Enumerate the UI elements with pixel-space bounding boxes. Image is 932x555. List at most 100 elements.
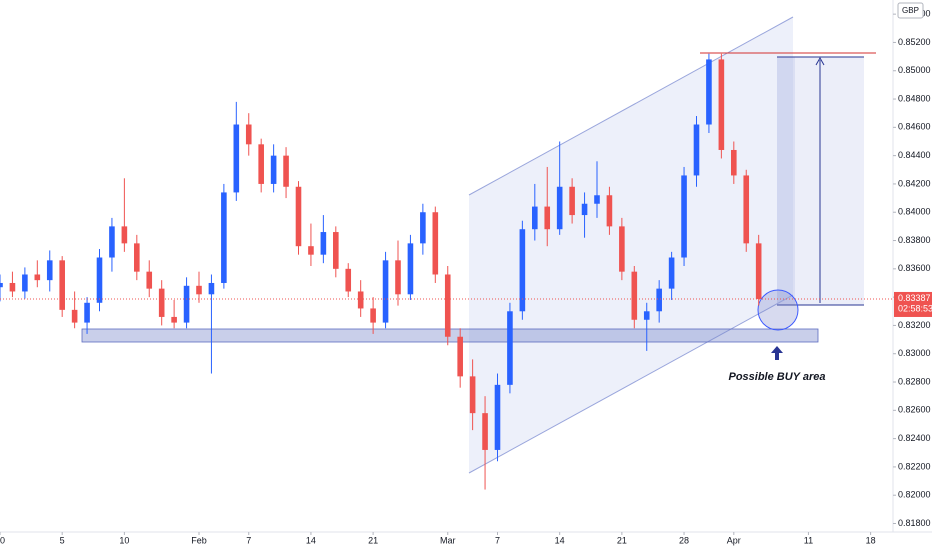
candle-body <box>295 186 302 247</box>
candle-body <box>693 124 700 176</box>
last-price-label: 0.83387 <box>898 293 931 303</box>
candle-body <box>121 226 128 244</box>
candle-body <box>532 206 538 230</box>
countdown: 02:58:53 <box>898 303 932 313</box>
x-tick-label: Mar <box>440 535 456 545</box>
buy-circle <box>757 289 799 331</box>
candle-body <box>333 232 339 269</box>
x-tick-label: 18 <box>866 535 876 545</box>
y-tick-label: 0.83800 <box>898 235 931 245</box>
candle-body <box>519 229 526 312</box>
candle-body <box>370 308 376 323</box>
candle-body <box>395 260 401 295</box>
currency: GBP <box>902 6 919 15</box>
x-tick-label: Apr <box>727 535 741 545</box>
candle-body <box>22 274 28 292</box>
x-tick-label: Feb <box>191 535 207 545</box>
candle-body <box>731 149 737 176</box>
candle-body <box>59 260 65 310</box>
candle-body <box>569 186 575 216</box>
candle-body <box>681 175 687 258</box>
candle-body <box>507 311 513 385</box>
x-tick-label: 21 <box>368 535 378 545</box>
candle-body <box>382 260 389 323</box>
candle-body <box>581 203 588 216</box>
y-tick-label: 0.83000 <box>898 348 931 358</box>
candle-body <box>96 257 103 303</box>
candle-body <box>706 59 712 125</box>
candle-body <box>755 243 762 299</box>
candle-body <box>84 302 90 323</box>
currency-badge <box>897 2 924 19</box>
candle-body <box>233 124 240 193</box>
candle-body <box>619 226 625 272</box>
candle-body <box>494 384 501 450</box>
y-tick-label: 0.82400 <box>898 433 931 443</box>
x-tick-label: 5 <box>60 535 65 545</box>
candle-body <box>407 243 414 295</box>
candle-body <box>631 271 638 320</box>
candle-body <box>221 192 227 283</box>
candle-body <box>718 59 725 150</box>
candle-body <box>158 288 165 317</box>
candle-body <box>643 311 650 320</box>
candle-body <box>171 316 177 323</box>
candle-body <box>668 257 675 289</box>
buy-arrow <box>771 346 783 360</box>
x-tick-label: 7 <box>246 535 251 545</box>
candle-body <box>109 226 115 258</box>
candle-body <box>544 206 551 230</box>
candle-body <box>345 268 352 292</box>
candle-body <box>556 186 563 230</box>
candle-body <box>420 212 426 244</box>
measure-shade <box>777 57 795 305</box>
y-tick-label: 0.84000 <box>898 207 931 217</box>
y-tick-label: 0.82000 <box>898 490 931 500</box>
candle-body <box>432 212 439 275</box>
channel-upper <box>468 16 794 196</box>
y-tick-label: 0.84400 <box>898 150 931 160</box>
drawings: Possible BUY area <box>81 16 876 474</box>
x-tick-label: 21 <box>617 535 627 545</box>
candle-body <box>457 336 463 377</box>
x-tick-label: 11 <box>804 535 813 545</box>
candle-body <box>146 271 153 289</box>
candle-body <box>46 260 53 281</box>
candle-body <box>469 376 476 414</box>
x-tick-label: 7 <box>495 535 500 545</box>
x-tick-label: 10 <box>0 535 5 545</box>
candle-body <box>482 413 488 450</box>
candle-body <box>283 155 289 187</box>
candle-body <box>245 124 252 145</box>
candle-body <box>183 285 190 323</box>
y-tick-label: 0.81800 <box>898 518 931 528</box>
candle-body <box>208 282 215 295</box>
y-tick-label: 0.82600 <box>898 405 931 415</box>
candle-body <box>0 282 3 288</box>
candle-body <box>196 285 202 295</box>
y-tick-label: 0.84800 <box>898 93 931 103</box>
candle-body <box>656 288 662 312</box>
candle-body <box>71 309 78 323</box>
y-tick-label: 0.85000 <box>898 65 931 75</box>
x-tick-label: 14 <box>555 535 565 545</box>
y-tick-label: 0.83200 <box>898 320 931 330</box>
y-tick-label: 0.85200 <box>898 37 931 47</box>
x-tick-label: 14 <box>306 535 316 545</box>
channel-fill <box>469 17 793 473</box>
candle-body <box>594 195 600 204</box>
x-tick-label: 28 <box>679 535 689 545</box>
candle-body <box>444 274 451 337</box>
annotation: Possible BUY area <box>728 371 825 383</box>
x-tick-label: 10 <box>119 535 129 545</box>
measure-arrowhead <box>815 56 825 66</box>
candle-body <box>606 195 613 227</box>
candle-body <box>743 175 750 244</box>
y-tick-label: 0.82800 <box>898 376 931 386</box>
y-tick-label: 0.84600 <box>898 122 931 132</box>
last-price-badge <box>894 291 932 317</box>
candle-body <box>357 291 364 309</box>
candle-body <box>270 155 277 184</box>
candle-body <box>308 246 314 255</box>
